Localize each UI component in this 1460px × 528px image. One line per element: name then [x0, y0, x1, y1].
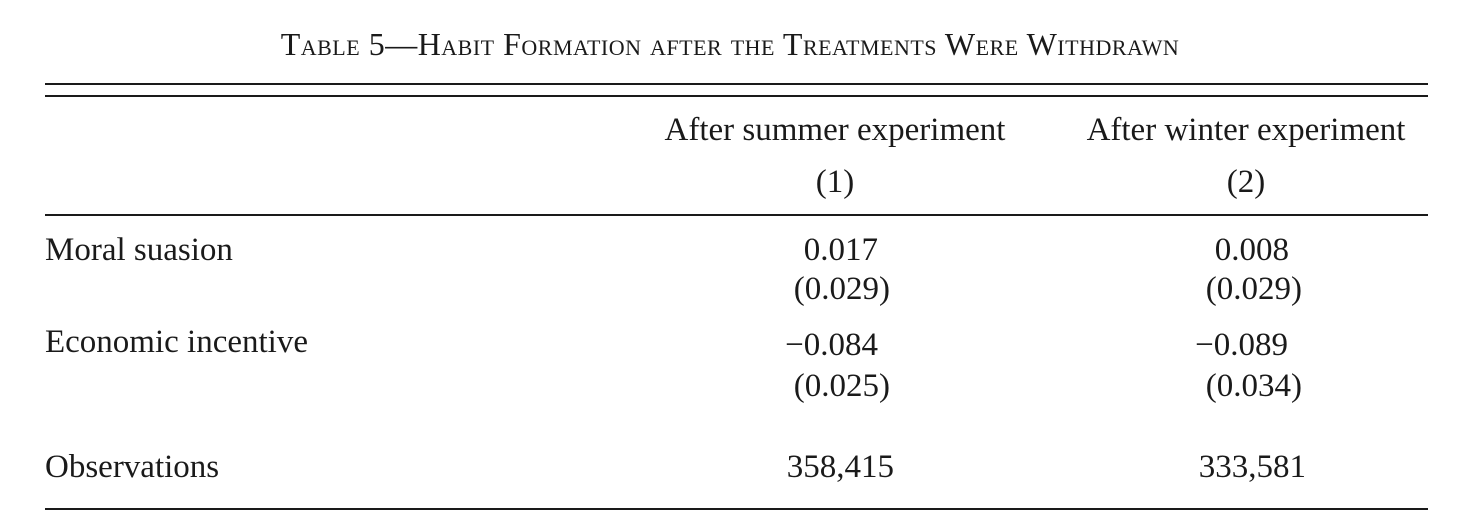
observations-col2: 333,581 — [1198, 449, 1306, 485]
row-label-observations: Observations — [45, 449, 220, 485]
bottom-rule — [45, 508, 1428, 510]
column-number-2: (2) — [1226, 164, 1266, 200]
se-economic-incentive-col1: (0.025) — [793, 368, 890, 404]
top-rule-lower — [45, 95, 1428, 97]
column-header-2: After winter experiment — [1086, 112, 1406, 148]
coef-moral-suasion-col1: 0.017 — [803, 232, 878, 268]
header-rule — [45, 214, 1428, 216]
se-moral-suasion-col2: (0.029) — [1205, 271, 1302, 307]
coef-economic-incentive-col2: −0.089 — [1195, 327, 1288, 363]
column-number-1: (1) — [815, 164, 855, 200]
se-moral-suasion-col1: (0.029) — [793, 271, 890, 307]
row-label-moral-suasion: Moral suasion — [45, 232, 233, 268]
column-header-1: After summer experiment — [664, 112, 1006, 148]
observations-col1: 358,415 — [786, 449, 894, 485]
row-label-economic-incentive: Economic incentive — [45, 324, 308, 360]
table-title: Table 5—Habit Formation after the Treatm… — [280, 26, 1180, 62]
coef-moral-suasion-col2: 0.008 — [1214, 232, 1289, 268]
se-economic-incentive-col2: (0.034) — [1205, 368, 1302, 404]
top-rule-upper — [45, 83, 1428, 85]
coef-economic-incentive-col1: −0.084 — [785, 327, 878, 363]
